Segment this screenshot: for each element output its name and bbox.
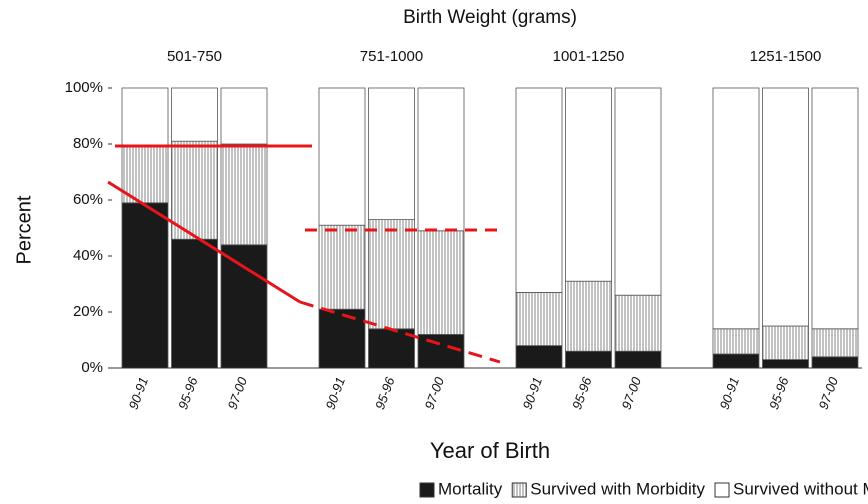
group-label: 501-750: [167, 48, 222, 65]
plot: [121, 87, 859, 369]
x-tick-label: 95-96: [569, 374, 595, 411]
trend-annotations: [107, 144, 501, 364]
bar-segment: [762, 87, 809, 327]
bar-segment: [220, 143, 268, 246]
bar-segment: [565, 280, 612, 352]
bar-segment: [121, 87, 169, 148]
bar-segment: [565, 350, 612, 369]
trend-line: [299, 300, 501, 364]
y-tick-label: 100%: [65, 79, 103, 96]
legend: Mortality Survived with Morbidity Survived…: [419, 479, 868, 498]
trend-line: [107, 180, 301, 304]
bar-segment: [811, 356, 859, 369]
bar-segment: [171, 140, 218, 240]
y-tick-label: 0%: [81, 359, 103, 376]
legend-swatch: [714, 482, 730, 498]
y-axis-label: Percent: [13, 195, 35, 264]
x-tick-label: 97-00: [816, 374, 842, 411]
x-tick-label: 90-91: [126, 375, 151, 411]
bar-segment: [614, 350, 662, 369]
group-label: 1001-1250: [553, 48, 625, 65]
x-tick-label: 90-91: [323, 375, 348, 411]
chart-title: Birth Weight (grams): [403, 7, 577, 28]
legend-swatch: [511, 482, 527, 498]
group-label: 1251-1500: [750, 48, 822, 65]
bar-segment: [614, 87, 662, 296]
bar-segment: [614, 294, 662, 352]
bar-segment: [712, 328, 760, 355]
bar-segment: [121, 146, 169, 204]
bar-segment: [712, 353, 760, 369]
legend-swatch: [419, 482, 435, 498]
bar-segment: [762, 325, 809, 360]
bar-segment: [171, 238, 218, 369]
x-tick-label: 97-00: [619, 374, 645, 411]
bar-segment: [368, 219, 415, 330]
x-tick-label: 95-96: [175, 374, 201, 411]
bar-segment: [220, 244, 268, 369]
bar-segment: [318, 308, 366, 369]
bar-segment: [762, 359, 809, 369]
bar-segment: [368, 87, 415, 221]
bar-segment: [417, 87, 465, 232]
bar-segment: [811, 328, 859, 358]
y-tick-label: 60%: [73, 191, 103, 208]
x-axis-label: Year of Birth: [430, 438, 550, 463]
bar-segment: [220, 87, 268, 145]
x-tick-label: 90-91: [717, 375, 742, 411]
y-tick-label: 20%: [73, 303, 103, 320]
legend-label: Survived without Morbidity: [733, 479, 868, 498]
legend-label: Mortality: [438, 479, 503, 498]
bar-segment: [121, 202, 169, 369]
bar-segment: [712, 87, 760, 330]
bar-segment: [811, 87, 859, 330]
bar-segment: [318, 87, 366, 226]
bar-segment: [318, 224, 366, 310]
bar-segment: [515, 345, 563, 369]
y-tick-label: 40%: [73, 247, 103, 264]
bar-segment: [565, 87, 612, 282]
x-tick-label: 95-96: [372, 374, 398, 411]
bar-segment: [171, 87, 218, 142]
x-tick-label: 97-00: [225, 374, 251, 411]
legend-label: Survived with Morbidity: [530, 479, 705, 498]
x-tick-label: 95-96: [766, 374, 792, 411]
group-label: 751-1000: [360, 48, 423, 65]
bar-segment: [417, 333, 465, 369]
x-tick-label: 90-91: [520, 375, 545, 411]
x-tick-label: 97-00: [422, 374, 448, 411]
y-tick-label: 80%: [73, 135, 103, 152]
bar-segment: [515, 87, 563, 293]
bar-segment: [515, 291, 563, 346]
bar-segment: [417, 230, 465, 335]
